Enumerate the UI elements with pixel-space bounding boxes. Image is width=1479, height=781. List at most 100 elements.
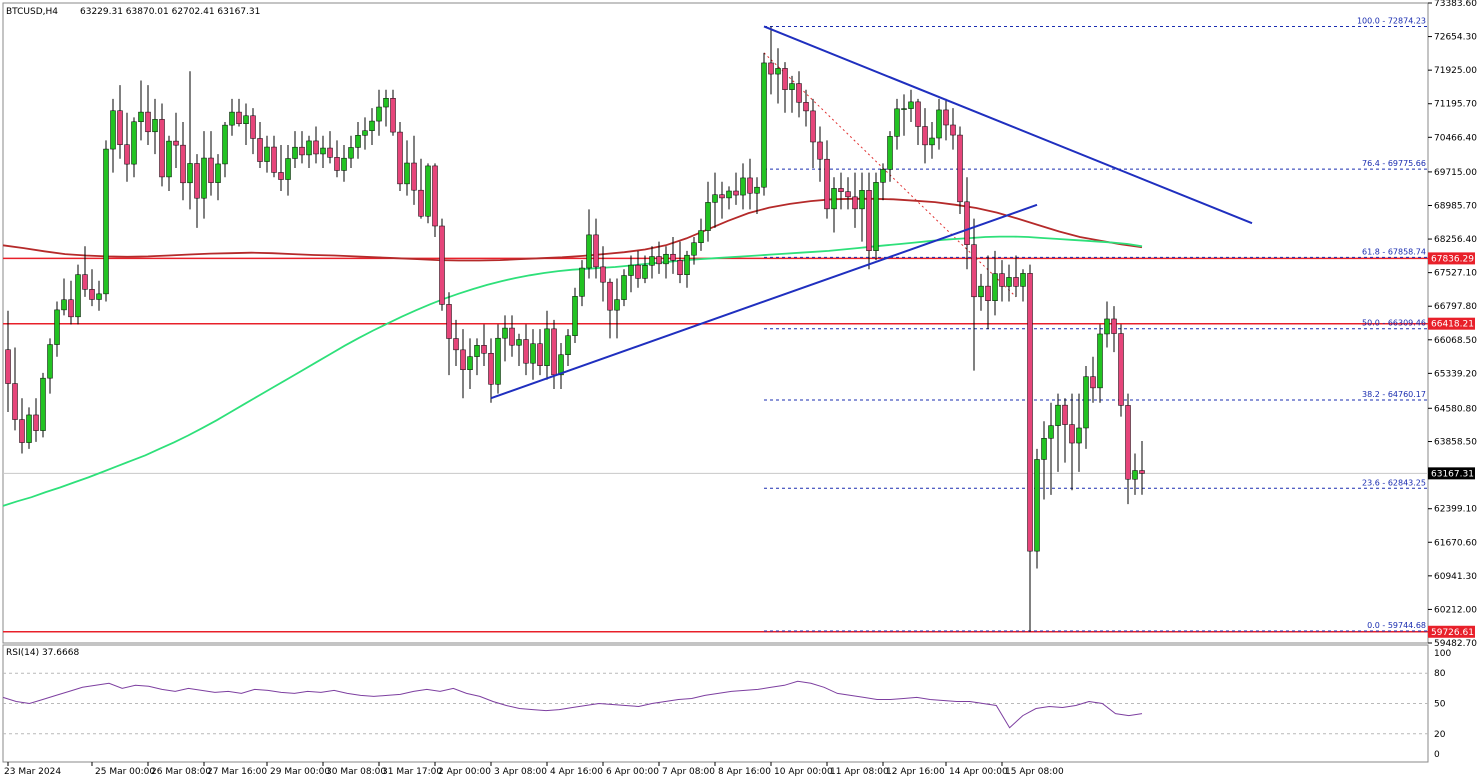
candle-body xyxy=(1034,459,1040,552)
candle-body xyxy=(138,111,144,123)
candle-body xyxy=(194,163,200,199)
candle-body xyxy=(425,165,431,217)
rsi-tick-label: 20 xyxy=(1434,730,1446,740)
rsi-panel xyxy=(2,672,1428,735)
candle-body xyxy=(299,146,305,156)
candle-body xyxy=(817,141,823,160)
candle-body xyxy=(1097,333,1103,389)
candle xyxy=(327,131,333,164)
candle-body xyxy=(1041,438,1047,460)
candle-body xyxy=(572,296,578,336)
candle xyxy=(523,324,529,376)
candle xyxy=(691,237,697,265)
price-tick-label: 71925.00 xyxy=(1434,66,1477,76)
candle xyxy=(425,163,431,224)
candle xyxy=(1083,365,1089,449)
candle-body xyxy=(187,163,193,184)
candle xyxy=(635,250,641,288)
candle xyxy=(642,255,648,284)
candle xyxy=(775,48,781,104)
candle xyxy=(789,75,795,113)
candle-body xyxy=(152,119,158,133)
candle-body xyxy=(551,328,557,376)
candle xyxy=(1104,301,1110,348)
candle-body xyxy=(383,98,389,108)
candle xyxy=(40,372,46,438)
candle-body xyxy=(901,108,907,110)
candle xyxy=(1020,269,1026,302)
price-tick-label: 59482.70 xyxy=(1434,639,1477,649)
candle-body xyxy=(1076,427,1082,444)
price-panel: 100.0 - 72874.23 76.4 - 69775.66 61.8 - 67… xyxy=(2,16,1428,633)
time-tick-label: 29 Mar 00:00 xyxy=(270,767,330,777)
candle xyxy=(621,269,627,307)
candle xyxy=(432,163,438,238)
candle-body xyxy=(341,157,347,171)
price-tag-label: 67836.29 xyxy=(1431,254,1474,264)
candle xyxy=(551,319,557,389)
candle-body xyxy=(222,124,228,165)
candle-body xyxy=(397,131,403,185)
candle-body xyxy=(495,337,501,385)
candle-body xyxy=(481,345,487,354)
candle-body xyxy=(586,234,592,269)
candle xyxy=(299,131,305,164)
candle xyxy=(75,264,81,325)
candle-body xyxy=(201,157,207,199)
candle-body xyxy=(292,146,298,159)
candle xyxy=(383,89,389,127)
ohlc-header: 63229.31 63870.01 62702.41 63167.31 xyxy=(80,7,260,17)
candle xyxy=(1132,453,1138,495)
candle xyxy=(516,333,522,366)
candle-body xyxy=(334,157,340,171)
symbol-header: BTCUSD,H4 xyxy=(6,7,58,17)
candle xyxy=(530,329,536,380)
candle xyxy=(705,181,711,242)
candle-body xyxy=(117,110,123,145)
candle-body xyxy=(257,138,263,162)
candle xyxy=(453,319,459,366)
candle-body xyxy=(1013,277,1019,287)
candle xyxy=(103,140,109,302)
candle-body xyxy=(145,111,151,133)
candle xyxy=(831,177,837,233)
price-tick-label: 60941.30 xyxy=(1434,572,1477,582)
candle-body xyxy=(866,190,872,251)
candle xyxy=(670,237,676,274)
candle xyxy=(61,278,67,316)
candle xyxy=(460,329,466,399)
candle-body xyxy=(320,147,326,155)
time-tick-label: 31 Mar 17:00 xyxy=(382,767,442,777)
candle-body xyxy=(306,140,312,156)
candle xyxy=(740,163,746,210)
candle-body xyxy=(376,106,382,122)
candle-body xyxy=(208,157,214,183)
candle xyxy=(761,52,767,196)
candle xyxy=(656,241,662,274)
price-tag xyxy=(1428,252,1475,265)
price-tick-label: 73383.60 xyxy=(1434,0,1477,9)
candle xyxy=(138,80,144,141)
candle-body xyxy=(166,140,172,178)
candle-body xyxy=(40,377,46,431)
candle xyxy=(684,250,690,288)
candle xyxy=(1027,264,1033,632)
candle xyxy=(117,85,123,159)
candle xyxy=(292,131,298,168)
candle xyxy=(180,121,186,201)
price-tick-label: 68256.40 xyxy=(1434,235,1477,245)
candle xyxy=(467,338,473,389)
candle xyxy=(187,71,193,210)
candle-body xyxy=(887,136,893,170)
price-tick-label: 67527.10 xyxy=(1434,269,1477,279)
candle-body xyxy=(271,146,277,173)
chart-frame xyxy=(2,2,1429,763)
candle-body xyxy=(173,140,179,146)
candle-body xyxy=(761,62,767,188)
candle xyxy=(614,278,620,339)
candle xyxy=(19,398,25,454)
price-tag xyxy=(1428,625,1475,638)
candle-body xyxy=(1027,273,1033,552)
candle xyxy=(537,329,543,376)
